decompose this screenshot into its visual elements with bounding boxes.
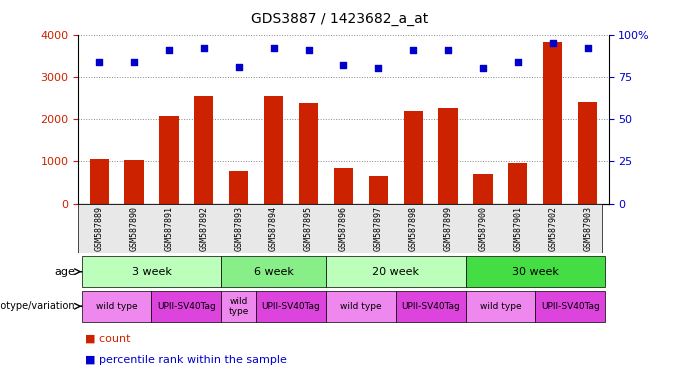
- Text: GSM587889: GSM587889: [95, 206, 103, 251]
- Bar: [299, 103, 318, 204]
- Text: GSM587895: GSM587895: [304, 206, 313, 251]
- Bar: [264, 96, 283, 204]
- Bar: [221, 291, 256, 322]
- Text: GSM587901: GSM587901: [513, 206, 522, 251]
- Text: wild type: wild type: [96, 302, 137, 311]
- Bar: [508, 162, 528, 204]
- Point: [477, 65, 488, 71]
- Bar: [152, 291, 221, 322]
- Point: [303, 47, 314, 53]
- Bar: [369, 175, 388, 204]
- Text: wild type: wild type: [340, 302, 381, 311]
- Text: ■ count: ■ count: [85, 334, 131, 344]
- Text: GSM587896: GSM587896: [339, 206, 348, 251]
- Text: UPII-SV40Tag: UPII-SV40Tag: [401, 302, 460, 311]
- Bar: [194, 96, 214, 204]
- Point: [582, 45, 593, 51]
- Text: GSM587890: GSM587890: [129, 206, 139, 251]
- Bar: [229, 171, 248, 204]
- Bar: [466, 291, 535, 322]
- Bar: [535, 291, 605, 322]
- Point: [338, 62, 349, 68]
- Bar: [256, 291, 326, 322]
- Bar: [578, 102, 597, 204]
- Text: GSM587891: GSM587891: [165, 206, 173, 251]
- Bar: [404, 111, 423, 204]
- Text: UPII-SV40Tag: UPII-SV40Tag: [262, 302, 320, 311]
- Bar: [221, 256, 326, 287]
- Text: GDS3887 / 1423682_a_at: GDS3887 / 1423682_a_at: [252, 12, 428, 25]
- Text: GSM587897: GSM587897: [374, 206, 383, 251]
- Point: [129, 58, 139, 65]
- Text: GSM587902: GSM587902: [548, 206, 558, 251]
- Text: wild
type: wild type: [228, 296, 249, 316]
- Text: 6 week: 6 week: [254, 266, 294, 277]
- Bar: [439, 108, 458, 204]
- Text: GSM587899: GSM587899: [443, 206, 453, 251]
- Bar: [543, 42, 562, 204]
- Bar: [326, 291, 396, 322]
- Point: [268, 45, 279, 51]
- Bar: [334, 169, 353, 204]
- Text: GSM587892: GSM587892: [199, 206, 208, 251]
- Text: age: age: [54, 266, 75, 277]
- Text: 3 week: 3 week: [131, 266, 171, 277]
- Bar: [473, 174, 492, 204]
- Text: UPII-SV40Tag: UPII-SV40Tag: [157, 302, 216, 311]
- Point: [513, 58, 524, 65]
- Point: [233, 64, 244, 70]
- Text: UPII-SV40Tag: UPII-SV40Tag: [541, 302, 600, 311]
- Text: 20 week: 20 week: [372, 266, 420, 277]
- Text: GSM587893: GSM587893: [234, 206, 243, 251]
- Point: [163, 47, 174, 53]
- Point: [199, 45, 209, 51]
- Point: [443, 47, 454, 53]
- Bar: [90, 159, 109, 204]
- Point: [94, 58, 105, 65]
- Text: GSM587894: GSM587894: [269, 206, 278, 251]
- Text: GSM587903: GSM587903: [583, 206, 592, 251]
- Bar: [159, 116, 179, 204]
- Text: GSM587900: GSM587900: [479, 206, 488, 251]
- Bar: [82, 291, 152, 322]
- Text: genotype/variation: genotype/variation: [0, 301, 75, 311]
- Text: 30 week: 30 week: [512, 266, 559, 277]
- Bar: [124, 161, 143, 204]
- Point: [408, 47, 419, 53]
- Point: [547, 40, 558, 46]
- Text: ■ percentile rank within the sample: ■ percentile rank within the sample: [85, 355, 287, 365]
- Bar: [82, 256, 221, 287]
- Point: [373, 65, 384, 71]
- Bar: [466, 256, 605, 287]
- Text: GSM587898: GSM587898: [409, 206, 418, 251]
- Bar: [396, 291, 466, 322]
- Bar: [326, 256, 466, 287]
- Text: wild type: wild type: [479, 302, 522, 311]
